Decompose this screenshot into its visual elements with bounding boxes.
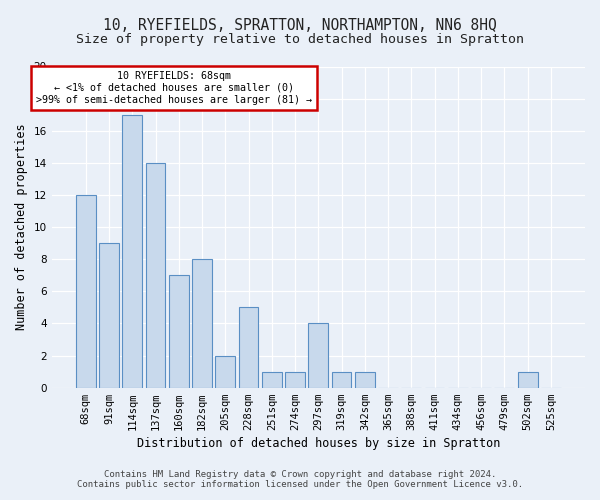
Bar bbox=[518, 372, 538, 388]
Text: 10 RYEFIELDS: 68sqm
← <1% of detached houses are smaller (0)
>99% of semi-detach: 10 RYEFIELDS: 68sqm ← <1% of detached ho… bbox=[36, 72, 312, 104]
X-axis label: Distribution of detached houses by size in Spratton: Distribution of detached houses by size … bbox=[137, 437, 500, 450]
Bar bbox=[76, 195, 95, 388]
Bar bbox=[99, 243, 119, 388]
Bar bbox=[285, 372, 305, 388]
Bar bbox=[262, 372, 282, 388]
Y-axis label: Number of detached properties: Number of detached properties bbox=[15, 124, 28, 330]
Text: Contains HM Land Registry data © Crown copyright and database right 2024.
Contai: Contains HM Land Registry data © Crown c… bbox=[77, 470, 523, 489]
Bar bbox=[169, 276, 188, 388]
Bar bbox=[192, 259, 212, 388]
Bar bbox=[122, 114, 142, 388]
Text: Size of property relative to detached houses in Spratton: Size of property relative to detached ho… bbox=[76, 32, 524, 46]
Bar bbox=[239, 308, 259, 388]
Bar bbox=[308, 324, 328, 388]
Bar bbox=[215, 356, 235, 388]
Text: 10, RYEFIELDS, SPRATTON, NORTHAMPTON, NN6 8HQ: 10, RYEFIELDS, SPRATTON, NORTHAMPTON, NN… bbox=[103, 18, 497, 32]
Bar bbox=[355, 372, 375, 388]
Bar bbox=[146, 163, 166, 388]
Bar bbox=[332, 372, 352, 388]
